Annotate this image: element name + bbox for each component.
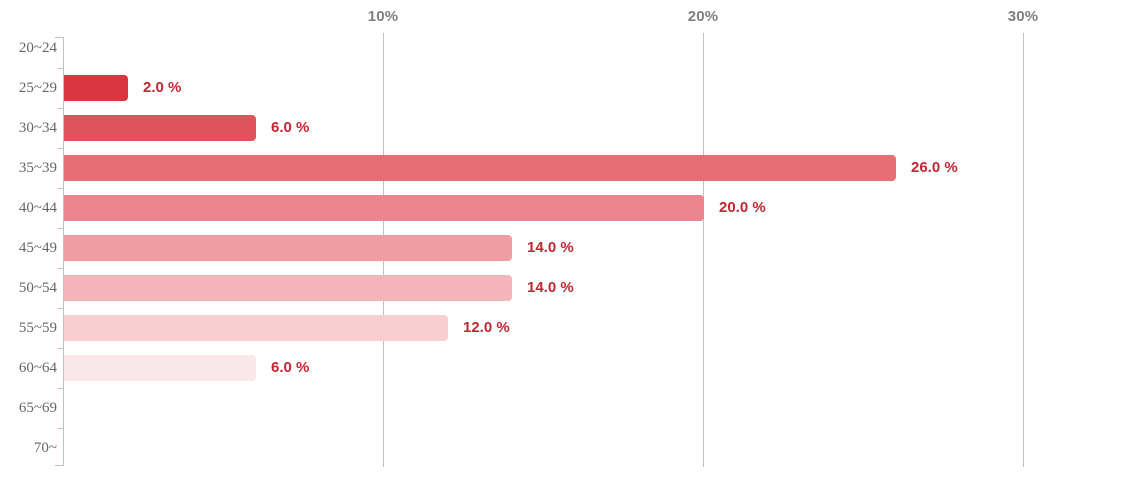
value-label: 6.0 % [271, 119, 310, 136]
category-label: 35~39 [18, 160, 57, 176]
y-axis-tick [58, 388, 63, 389]
bar-25~29 [64, 75, 128, 101]
category-label: 25~29 [18, 80, 57, 96]
y-axis-tick [58, 348, 63, 349]
y-axis-line [63, 37, 64, 466]
x-axis-tick-label: 20% [687, 8, 719, 25]
y-axis-end-cap [55, 37, 64, 38]
y-axis-tick [58, 428, 63, 429]
value-label: 14.0 % [527, 239, 574, 256]
category-label: 20~24 [18, 40, 57, 56]
gridline-30% [1023, 33, 1024, 467]
category-label: 45~49 [18, 240, 57, 256]
value-label: 2.0 % [143, 79, 182, 96]
y-axis-tick [58, 68, 63, 69]
x-axis-tick-label: 30% [1007, 8, 1039, 25]
category-label: 55~59 [18, 320, 57, 336]
x-axis-tick-label: 10% [367, 8, 399, 25]
bar-30~34 [64, 115, 256, 141]
category-label: 30~34 [18, 120, 57, 136]
bar-60~64 [64, 355, 256, 381]
y-axis-tick [58, 228, 63, 229]
value-label: 12.0 % [463, 319, 510, 336]
y-axis-tick [58, 148, 63, 149]
value-label: 14.0 % [527, 279, 574, 296]
y-axis-tick [58, 188, 63, 189]
value-label: 26.0 % [911, 159, 958, 176]
bar-50~54 [64, 275, 512, 301]
category-label: 70~ [33, 440, 57, 456]
category-label: 50~54 [18, 280, 57, 296]
category-label: 65~69 [18, 400, 57, 416]
bar-45~49 [64, 235, 512, 261]
y-axis-tick [58, 268, 63, 269]
gridline-20% [703, 33, 704, 467]
category-label: 40~44 [18, 200, 57, 216]
y-axis-end-cap [55, 465, 64, 466]
bar-40~44 [64, 195, 704, 221]
bar-55~59 [64, 315, 448, 341]
category-label: 60~64 [18, 360, 57, 376]
value-label: 6.0 % [271, 359, 310, 376]
y-axis-tick [58, 108, 63, 109]
bar-35~39 [64, 155, 896, 181]
value-label: 20.0 % [719, 199, 766, 216]
y-axis-tick [58, 308, 63, 309]
